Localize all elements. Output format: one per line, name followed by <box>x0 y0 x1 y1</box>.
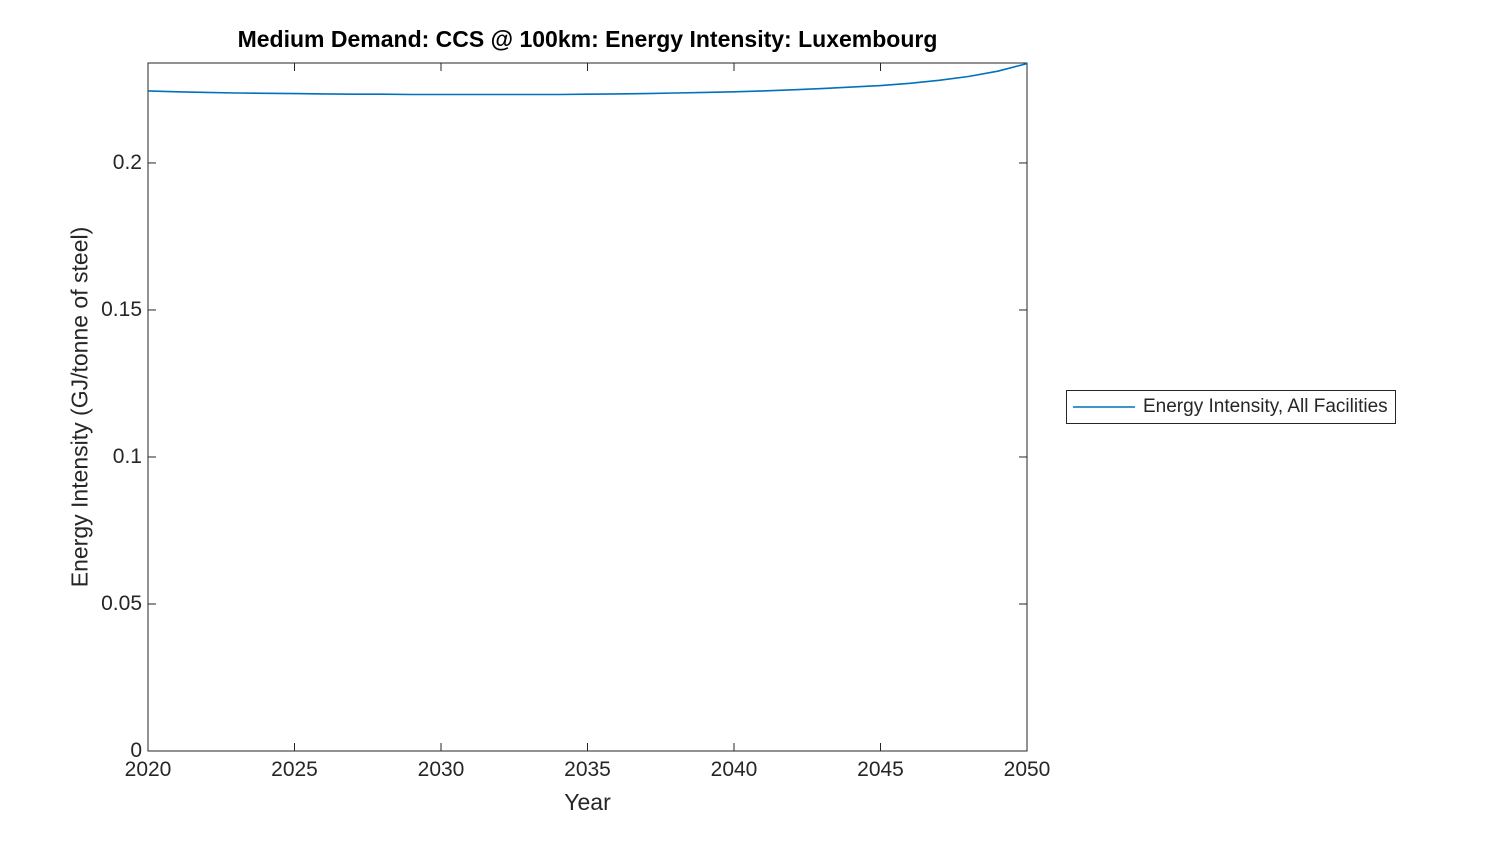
y-tick-label: 0.1 <box>112 444 142 468</box>
x-tick-label: 2030 <box>417 758 465 781</box>
x-tick-label: 2045 <box>857 758 904 781</box>
y-axis-label: Energy Intensity (GJ/tonne of steel) <box>66 226 93 588</box>
x-tick-label: 2025 <box>271 758 318 781</box>
plot-box <box>147 62 1028 752</box>
legend-line-sample <box>1073 406 1135 408</box>
x-tick-label: 2035 <box>564 758 611 781</box>
chart-title: Medium Demand: CCS @ 100km: Energy Inten… <box>237 26 938 52</box>
y-tick-label: 0 <box>130 739 142 762</box>
x-tick-label: 2050 <box>1003 758 1051 781</box>
x-axis-label: Year <box>564 789 611 815</box>
y-tick-label: 0.2 <box>112 150 142 174</box>
y-tick-label: 0.15 <box>101 297 142 321</box>
series-line <box>147 62 1028 96</box>
x-tick-label: 2020 <box>124 758 172 781</box>
legend-label: Energy Intensity, All Facilities <box>1143 396 1388 417</box>
x-tick-label: 2040 <box>710 758 758 781</box>
legend: Energy Intensity, All Facilities <box>1066 390 1396 424</box>
y-tick-label: 0.05 <box>101 591 142 615</box>
